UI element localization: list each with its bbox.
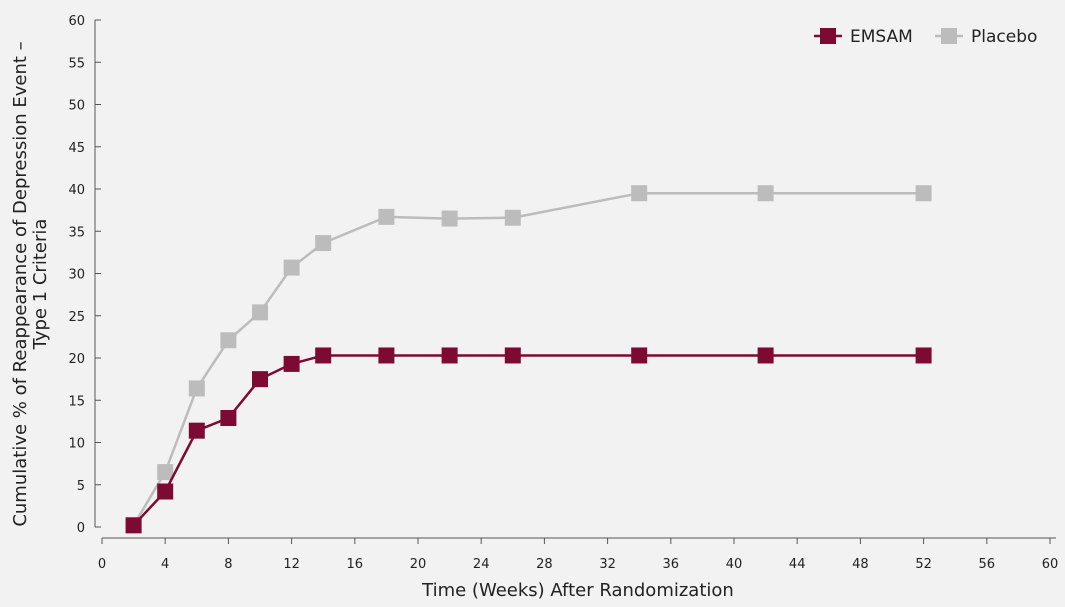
- legend: EMSAM Placebo: [814, 27, 1037, 47]
- y-tick-label: 0: [77, 521, 85, 536]
- data-point-emsam: [378, 347, 395, 364]
- data-point-emsam: [504, 347, 521, 364]
- x-tick-label: 40: [726, 557, 743, 572]
- legend-item-placebo: Placebo: [935, 27, 1037, 47]
- data-point-placebo: [157, 464, 174, 481]
- data-point-placebo: [378, 208, 395, 225]
- y-axis-title: Cumulative % of Reappearance of Depressi…: [10, 41, 51, 526]
- data-point-placebo: [504, 209, 521, 226]
- x-tick-label: 52: [915, 557, 932, 572]
- data-point-emsam: [157, 483, 174, 500]
- x-tick-label: 12: [283, 557, 300, 572]
- x-tick-label: 56: [979, 557, 996, 572]
- y-tick-label: 55: [68, 56, 85, 71]
- y-tick-label: 40: [68, 183, 85, 198]
- legend-label-placebo: Placebo: [971, 27, 1037, 47]
- x-tick-label: 44: [789, 557, 806, 572]
- x-tick-label: 28: [536, 557, 553, 572]
- data-point-emsam: [315, 347, 332, 364]
- x-tick-label: 16: [347, 557, 364, 572]
- data-point-placebo: [220, 332, 237, 349]
- data-point-placebo: [757, 185, 774, 202]
- data-point-placebo: [441, 210, 458, 227]
- data-point-emsam: [220, 409, 237, 426]
- data-point-emsam: [915, 347, 932, 364]
- data-point-emsam: [631, 347, 648, 364]
- data-point-placebo: [283, 259, 300, 276]
- y-tick-label: 35: [68, 225, 85, 240]
- data-point-emsam: [757, 347, 774, 364]
- data-point-emsam: [283, 355, 300, 372]
- y-tick-label: 25: [68, 310, 85, 325]
- y-tick-label: 50: [68, 99, 85, 114]
- data-point-placebo: [631, 185, 648, 202]
- data-point-placebo: [188, 380, 205, 397]
- data-point-emsam: [252, 371, 268, 388]
- x-tick-label: 4: [161, 557, 169, 572]
- y-tick-label: 45: [68, 141, 85, 156]
- data-point-emsam: [188, 422, 205, 439]
- y-tick-label: 20: [68, 352, 85, 367]
- y-tick-label: 30: [68, 268, 85, 283]
- x-tick-label: 24: [473, 557, 490, 572]
- x-tick-label: 0: [98, 557, 106, 572]
- y-axis-title-line-1: Cumulative % of Reappearance of Depressi…: [10, 41, 31, 526]
- y-tick-label: 15: [68, 394, 85, 409]
- y-tick-label: 5: [77, 479, 85, 494]
- x-tick-label: 20: [410, 557, 427, 572]
- y-tick-label: 60: [68, 14, 85, 29]
- plot-area: [125, 185, 932, 534]
- x-tick-label: 32: [599, 557, 616, 572]
- legend-item-emsam: EMSAM: [814, 27, 913, 47]
- legend-marker-placebo: [941, 28, 957, 44]
- data-point-placebo: [252, 304, 268, 321]
- axes: 0 4 8 12 16 20 24 28 32 36 40 44 48 52 56 6005101520253…: [68, 14, 1058, 572]
- data-point-placebo: [915, 185, 932, 202]
- x-axis-title: Time (Weeks) After Randomization: [421, 580, 734, 601]
- x-tick-label: 36: [663, 557, 680, 572]
- y-tick-label: 10: [68, 437, 85, 452]
- data-point-emsam: [441, 347, 458, 364]
- data-point-placebo: [315, 235, 332, 252]
- data-point-emsam: [125, 517, 142, 534]
- legend-marker-emsam: [820, 28, 836, 44]
- legend-label-emsam: EMSAM: [850, 27, 913, 47]
- x-tick-label: 60: [1042, 557, 1059, 572]
- series-line-placebo: [132, 191, 924, 526]
- y-axis-title-line-2: Type 1 Criteria: [30, 219, 51, 351]
- x-tick-label: 48: [852, 557, 869, 572]
- x-tick-label: 8: [224, 557, 232, 572]
